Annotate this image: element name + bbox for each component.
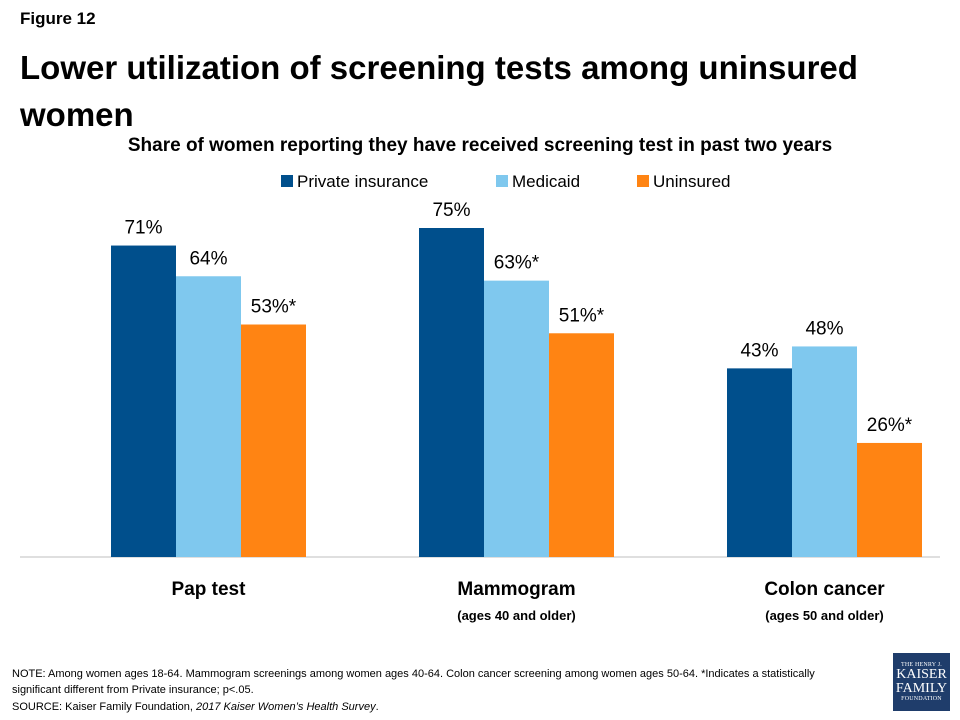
bar-1-0	[176, 276, 241, 557]
bar-0-1	[419, 228, 484, 557]
chart-subtitle: Share of women reporting they have recei…	[127, 135, 833, 156]
source-note: SOURCE: Kaiser Family Foundation, 2017 K…	[12, 699, 379, 715]
bar-1-1	[484, 280, 549, 557]
category-label-1: Mammogram	[457, 579, 575, 600]
kff-logo: THE HENRY J. KAISER FAMILY FOUNDATION	[893, 653, 950, 711]
logo-line-1: THE HENRY J.	[900, 662, 942, 668]
data-label-1-0: 64%	[189, 248, 227, 269]
data-label-2-0: 53%*	[251, 297, 297, 318]
source-title: 2017 Kaiser Women’s Health Survey	[196, 701, 376, 713]
bar-1-2	[792, 346, 857, 557]
source-suffix: .	[375, 701, 379, 713]
legend-label-2: Uninsured	[653, 172, 731, 191]
data-label-2-1: 51%*	[559, 305, 605, 326]
data-label-0-0: 71%	[124, 218, 162, 239]
legend-swatch-2	[637, 175, 649, 187]
category-sublabel-1: (ages 40 and older)	[457, 608, 575, 623]
footnote: NOTE: Among women ages 18-64. Mammogram …	[12, 668, 815, 696]
chart-title: Lower utilization of screening tests amo…	[20, 49, 858, 133]
logo-line-4: FOUNDATION	[901, 696, 942, 702]
logo-line-2: KAISER	[896, 667, 947, 682]
figure-label: Figure 12	[20, 9, 96, 28]
category-sublabel-2: (ages 50 and older)	[765, 608, 883, 623]
data-label-0-2: 43%	[740, 340, 778, 361]
data-label-2-2: 26%*	[867, 415, 913, 436]
legend-label-1: Medicaid	[512, 172, 580, 191]
logo-line-3: FAMILY	[895, 681, 948, 696]
bar-2-1	[549, 333, 614, 557]
category-label-0: Pap test	[172, 579, 247, 600]
bar-2-2	[857, 442, 922, 557]
category-label-2: Colon cancer	[764, 579, 885, 600]
legend-swatch-0	[281, 175, 293, 187]
bar-chart: Private insurance Medicaid Uninsured 71% 64%…	[20, 172, 940, 623]
bar-0-0	[111, 245, 176, 557]
data-label-1-2: 48%	[805, 318, 843, 339]
legend-swatch-1	[496, 175, 508, 187]
bar-0-2	[727, 368, 792, 557]
legend-label-0: Private insurance	[297, 172, 428, 191]
source-prefix: SOURCE: Kaiser Family Foundation,	[12, 701, 197, 713]
bar-2-0	[241, 324, 306, 557]
data-label-0-1: 75%	[432, 200, 470, 221]
data-label-1-1: 63%*	[494, 253, 540, 274]
